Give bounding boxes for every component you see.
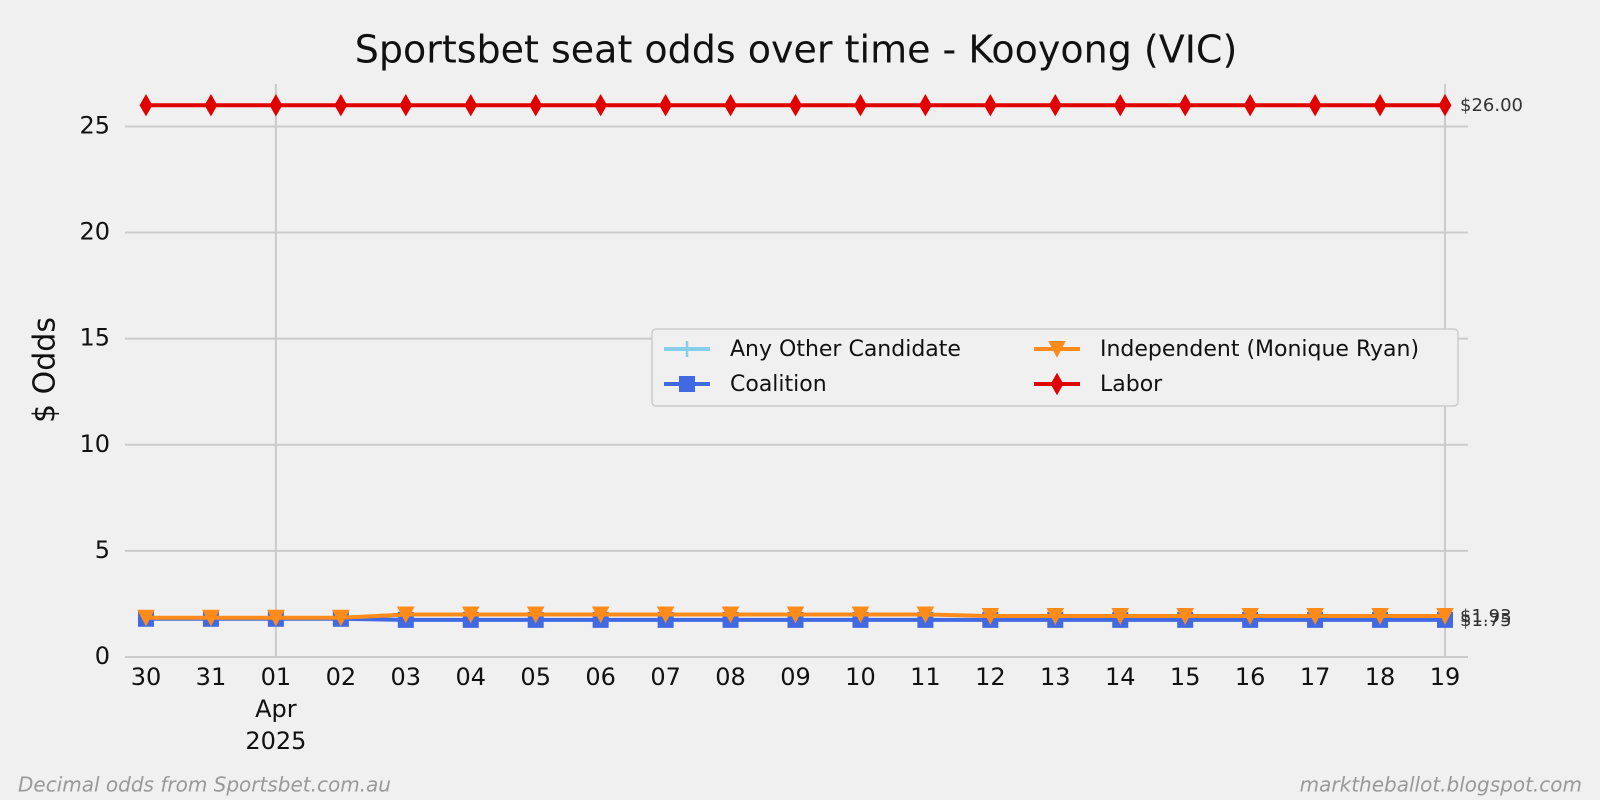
marker <box>679 376 695 392</box>
legend-frame <box>651 328 1459 407</box>
marker <box>529 94 543 117</box>
end-label: $1.75 <box>1460 610 1512 631</box>
marker <box>1308 94 1322 117</box>
marker <box>399 94 413 117</box>
marker <box>1241 608 1259 625</box>
marker <box>1371 608 1389 625</box>
marker <box>659 94 672 117</box>
marker <box>1048 341 1066 358</box>
marker <box>789 94 802 117</box>
series <box>139 94 1452 117</box>
y-axis-label: $ Odds <box>28 317 63 423</box>
footnote-right: marktheballot.blogspot.com <box>1300 773 1582 797</box>
series <box>137 606 1454 627</box>
end-label: $26.00 <box>1460 95 1523 116</box>
x-tick-label: 15 <box>1170 663 1201 691</box>
marker <box>267 609 285 627</box>
marker <box>204 94 218 117</box>
marker <box>1178 94 1192 117</box>
marker <box>202 609 220 627</box>
marker <box>269 94 283 117</box>
x-tick-label: 10 <box>845 663 876 691</box>
marker <box>594 94 608 117</box>
marker <box>983 94 997 117</box>
x-tick-label: 31 <box>196 663 227 691</box>
x-year-label: 2025 <box>245 727 306 755</box>
marker <box>916 606 935 624</box>
marker <box>1373 94 1387 117</box>
marker <box>137 609 155 627</box>
y-tick-label: 20 <box>79 218 110 246</box>
marker <box>656 606 675 624</box>
marker <box>1243 94 1257 117</box>
marker <box>1111 608 1130 625</box>
legend-label: Coalition <box>730 372 827 397</box>
y-tick-label: 10 <box>79 430 110 458</box>
x-tick-label: 03 <box>391 663 422 691</box>
legend-label: Independent (Monique Ryan) <box>1100 337 1419 362</box>
marker <box>1176 608 1194 625</box>
legend: Any Other Candidate Coalition Independent … <box>651 328 1459 407</box>
marker <box>332 609 350 627</box>
marker <box>139 94 153 117</box>
marker <box>981 608 1000 625</box>
x-tick-label: 11 <box>910 663 941 691</box>
marker <box>851 606 870 624</box>
y-tick-label: 15 <box>79 324 110 352</box>
marker <box>526 606 545 624</box>
x-tick-label: 04 <box>455 663 486 691</box>
marker <box>1113 94 1127 117</box>
legend-label: Labor <box>1100 372 1163 397</box>
y-tick-label: 5 <box>95 536 110 564</box>
marker <box>919 94 932 117</box>
marker <box>724 94 737 117</box>
marker <box>721 606 740 624</box>
x-tick-label: 16 <box>1235 663 1266 691</box>
x-tick-label: 30 <box>131 663 162 691</box>
y-tick-label: 25 <box>79 111 110 139</box>
x-tick-label: 07 <box>650 663 681 691</box>
marker <box>679 341 695 357</box>
footnote-left: Decimal odds from Sportsbet.com.au <box>18 773 391 797</box>
x-tick-label: 13 <box>1040 663 1071 691</box>
x-tick-label: 02 <box>326 663 357 691</box>
marker <box>1046 608 1065 625</box>
grid <box>125 84 1468 658</box>
x-tick-label: 08 <box>715 663 746 691</box>
marker <box>334 94 348 117</box>
marker <box>461 606 480 624</box>
marker <box>1306 608 1324 625</box>
x-tick-label: 09 <box>780 663 811 691</box>
x-tick-label: 19 <box>1430 663 1461 691</box>
chart-title: Sportsbet seat odds over time - Kooyong … <box>355 28 1238 72</box>
marker <box>464 94 478 117</box>
x-month-label: Apr <box>255 695 297 723</box>
x-tick-label: 18 <box>1365 663 1396 691</box>
x-tick-label: 01 <box>261 663 292 691</box>
marker <box>786 606 805 624</box>
x-tick-label: 12 <box>975 663 1006 691</box>
x-tick-label: 14 <box>1105 663 1136 691</box>
x-tick-label: 06 <box>585 663 616 691</box>
marker <box>591 606 610 624</box>
end-label: $1.93 <box>1460 606 1512 627</box>
x-tick-label: 05 <box>520 663 551 691</box>
marker <box>1438 94 1452 117</box>
marker <box>397 606 415 624</box>
y-tick-label: 0 <box>95 642 110 670</box>
x-tick-label: 17 <box>1300 663 1331 691</box>
legend-label: Any Other Candidate <box>730 337 961 362</box>
marker <box>1048 94 1062 117</box>
marker <box>854 94 867 117</box>
marker <box>1050 372 1064 396</box>
marker <box>1436 608 1454 625</box>
